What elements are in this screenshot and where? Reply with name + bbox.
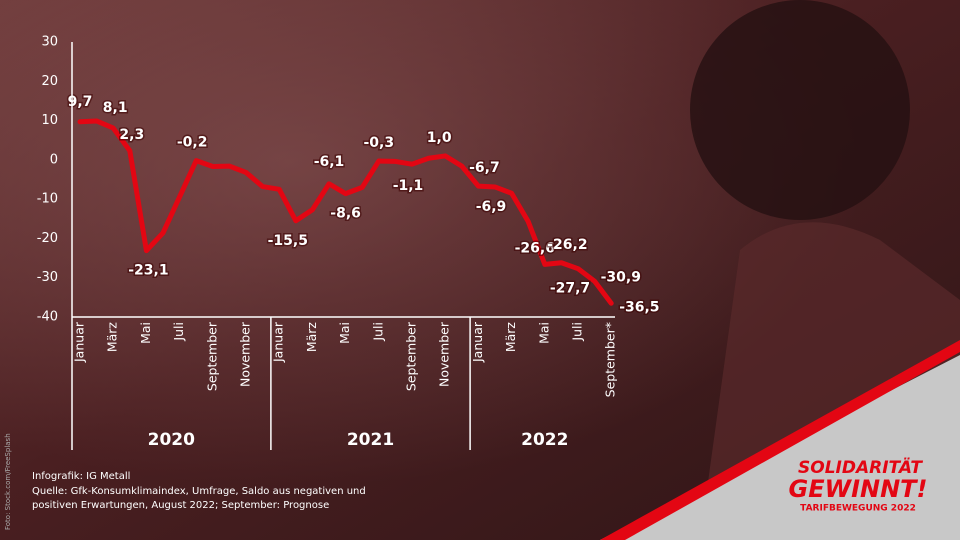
data-label: -27,7 [550, 281, 590, 297]
x-tick-label: Januar [72, 321, 87, 363]
logo-line3: TARIFBEWEGUNG 2022 [800, 504, 916, 514]
footnote: Infografik: IG Metall [32, 471, 130, 482]
footnote: Quelle: Gfk-Konsumklimaindex, Umfrage, S… [32, 486, 366, 497]
y-tick-label: 10 [41, 113, 58, 128]
x-tick-label: September [204, 321, 219, 391]
data-label: -36,5 [619, 299, 659, 315]
data-label: -15,5 [268, 233, 308, 249]
photo-credit: Foto: Stock.com/FreeSplash [4, 433, 12, 530]
footnote: positiven Erwartungen, August 2022; Sept… [32, 500, 329, 511]
data-label: -26,6 [515, 240, 555, 256]
y-tick-label: -30 [37, 270, 58, 285]
x-tick-label: Juli [171, 322, 186, 342]
logo-line1: SOLIDARITÄT [798, 456, 923, 478]
data-label: -0,2 [177, 135, 208, 151]
data-label: -26,2 [547, 237, 587, 253]
data-label: 9,7 [68, 94, 93, 110]
x-tick-label: Januar [271, 321, 286, 363]
x-tick-label: Mai [536, 322, 551, 344]
y-tick-label: -10 [37, 192, 58, 207]
x-tick-label: September [404, 321, 419, 391]
data-label: -6,1 [314, 154, 345, 170]
data-label: 1,0 [427, 130, 452, 146]
y-tick-label: -40 [37, 310, 58, 325]
x-tick-label: März [304, 322, 319, 353]
y-tick-label: -20 [37, 231, 58, 246]
x-tick-label: Mai [138, 322, 153, 344]
data-label: -6,7 [469, 160, 500, 176]
x-tick-label: November [437, 321, 452, 387]
data-label: -6,9 [476, 199, 507, 215]
year-label: 2022 [521, 430, 568, 450]
x-tick-label: Juli [370, 322, 385, 342]
data-label: 8,1 [103, 100, 128, 116]
data-label: -0,3 [363, 135, 394, 151]
data-label: -23,1 [128, 263, 168, 279]
x-tick-label: Mai [337, 322, 352, 344]
x-tick-label: März [105, 322, 120, 353]
data-label: 2,3 [119, 127, 144, 143]
data-label: -8,6 [330, 206, 361, 222]
logo-line2: GEWINNT! [789, 475, 928, 503]
data-label: -1,1 [393, 178, 424, 194]
data-line [77, 118, 614, 306]
year-label: 2021 [347, 430, 394, 450]
x-tick-label: Januar [470, 321, 485, 363]
year-label: 2020 [148, 430, 195, 450]
y-tick-label: 0 [50, 152, 58, 167]
x-tick-label: September* [603, 322, 618, 397]
data-label: -30,9 [601, 269, 641, 285]
x-tick-label: März [503, 322, 518, 353]
x-tick-label: November [238, 321, 253, 387]
x-tick-label: Juli [570, 322, 585, 342]
y-tick-label: 20 [41, 74, 58, 89]
logo: SOLIDARITÄT GEWINNT! TARIFBEWEGUNG 2022 [789, 456, 928, 514]
person-silhouette [690, 0, 910, 220]
y-tick-label: 30 [41, 35, 58, 50]
corner-stripe [600, 340, 960, 540]
